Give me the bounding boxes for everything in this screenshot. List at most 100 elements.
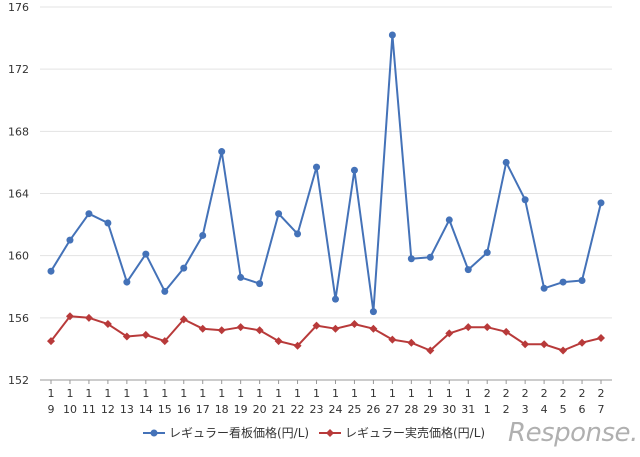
x-tick-label-day: 4 bbox=[541, 403, 548, 416]
x-tick-label-month: 2 bbox=[598, 387, 605, 400]
x-tick-label-month: 2 bbox=[503, 387, 510, 400]
data-point-0 bbox=[350, 166, 358, 174]
y-tick-label: 176 bbox=[8, 1, 29, 14]
data-point-1 bbox=[217, 326, 226, 335]
data-point-1 bbox=[426, 346, 435, 355]
x-tick-label-day: 29 bbox=[423, 403, 437, 416]
data-point-0 bbox=[123, 278, 131, 286]
x-tick-label-day: 24 bbox=[328, 403, 342, 416]
data-point-0 bbox=[237, 273, 245, 281]
data-point-1 bbox=[502, 327, 511, 336]
x-tick-label-month: 1 bbox=[389, 387, 396, 400]
data-point-1 bbox=[122, 332, 131, 341]
data-point-1 bbox=[369, 324, 378, 333]
data-point-1 bbox=[407, 338, 416, 347]
x-tick-label-day: 26 bbox=[366, 403, 380, 416]
data-point-1 bbox=[483, 323, 492, 332]
x-tick-label-day: 10 bbox=[63, 403, 77, 416]
data-point-0 bbox=[464, 266, 472, 274]
series-line-0 bbox=[50, 34, 602, 313]
data-point-1 bbox=[331, 324, 340, 333]
data-point-0 bbox=[331, 295, 339, 303]
legend-marker-diamond-icon bbox=[319, 428, 341, 437]
x-tick-label-month: 1 bbox=[66, 387, 73, 400]
x-tick-label-month: 1 bbox=[294, 387, 301, 400]
data-point-1 bbox=[464, 323, 473, 332]
data-point-1 bbox=[84, 313, 93, 322]
data-point-0 bbox=[294, 230, 302, 238]
x-tick-label-month: 1 bbox=[446, 387, 453, 400]
x-tick-label-month: 2 bbox=[560, 387, 567, 400]
legend-item-actual-price: レギュラー実売価格(円/L) bbox=[319, 424, 485, 441]
x-tick-label-day: 17 bbox=[196, 403, 210, 416]
data-point-1 bbox=[255, 326, 264, 335]
data-point-1 bbox=[236, 323, 245, 332]
data-point-0 bbox=[578, 277, 586, 285]
data-point-1 bbox=[521, 340, 530, 349]
x-tick-label-day: 11 bbox=[82, 403, 96, 416]
data-point-0 bbox=[388, 31, 396, 39]
x-tick-label-day: 22 bbox=[291, 403, 305, 416]
x-tick-label-day: 12 bbox=[101, 403, 115, 416]
data-point-0 bbox=[407, 255, 415, 263]
x-tick-label-month: 2 bbox=[484, 387, 491, 400]
data-point-0 bbox=[161, 287, 169, 295]
data-point-0 bbox=[502, 158, 510, 166]
data-point-0 bbox=[275, 210, 283, 218]
x-tick-label-month: 1 bbox=[313, 387, 320, 400]
data-point-1 bbox=[293, 341, 302, 350]
x-tick-label-month: 1 bbox=[351, 387, 358, 400]
x-tick-label-day: 23 bbox=[310, 403, 324, 416]
data-point-0 bbox=[540, 284, 548, 292]
x-tick-label-month: 1 bbox=[237, 387, 244, 400]
x-tick-label-day: 3 bbox=[522, 403, 529, 416]
x-tick-label-month: 1 bbox=[256, 387, 263, 400]
x-tick-label-month: 1 bbox=[465, 387, 472, 400]
line-chart: 1521561601641681721761911011111211311411… bbox=[8, 1, 612, 416]
x-tick-label-day: 18 bbox=[215, 403, 229, 416]
data-point-0 bbox=[199, 231, 207, 239]
x-tick-label-month: 1 bbox=[123, 387, 130, 400]
data-point-1 bbox=[141, 330, 150, 339]
x-tick-label-day: 20 bbox=[253, 403, 267, 416]
legend-label-signboard-price: レギュラー看板価格(円/L) bbox=[169, 426, 310, 440]
x-tick-label-day: 27 bbox=[385, 403, 399, 416]
x-tick-label-day: 1 bbox=[484, 403, 491, 416]
y-tick-label: 156 bbox=[8, 312, 29, 325]
x-tick-label-month: 1 bbox=[161, 387, 168, 400]
data-point-1 bbox=[559, 346, 568, 355]
legend-marker-circle-icon bbox=[143, 429, 165, 436]
x-tick-label-month: 1 bbox=[370, 387, 377, 400]
x-tick-label-day: 5 bbox=[560, 403, 567, 416]
data-point-0 bbox=[313, 163, 321, 171]
x-tick-label-month: 1 bbox=[275, 387, 282, 400]
data-point-1 bbox=[103, 320, 112, 329]
data-point-0 bbox=[142, 250, 150, 258]
x-tick-label-day: 2 bbox=[503, 403, 510, 416]
data-point-0 bbox=[483, 249, 491, 257]
data-point-1 bbox=[274, 337, 283, 346]
series-line-1 bbox=[50, 315, 602, 352]
data-point-1 bbox=[350, 320, 359, 329]
data-point-1 bbox=[198, 324, 207, 333]
data-point-0 bbox=[426, 253, 434, 261]
x-tick-label-month: 1 bbox=[408, 387, 415, 400]
x-tick-label-month: 1 bbox=[85, 387, 92, 400]
data-point-1 bbox=[312, 321, 321, 330]
x-tick-label-day: 6 bbox=[579, 403, 586, 416]
data-point-0 bbox=[47, 267, 55, 275]
data-point-0 bbox=[597, 199, 605, 207]
data-point-1 bbox=[47, 337, 55, 346]
data-point-0 bbox=[180, 264, 188, 272]
x-tick-label-month: 1 bbox=[48, 387, 55, 400]
data-point-0 bbox=[521, 196, 529, 204]
data-point-0 bbox=[218, 148, 226, 156]
data-point-1 bbox=[179, 315, 188, 324]
x-tick-label-day: 14 bbox=[139, 403, 153, 416]
x-tick-label-month: 2 bbox=[522, 387, 529, 400]
watermark-logo: Response. bbox=[508, 418, 638, 448]
x-tick-label-month: 1 bbox=[104, 387, 111, 400]
data-point-1 bbox=[160, 337, 169, 346]
data-point-1 bbox=[597, 334, 605, 343]
y-tick-label: 168 bbox=[8, 125, 29, 138]
